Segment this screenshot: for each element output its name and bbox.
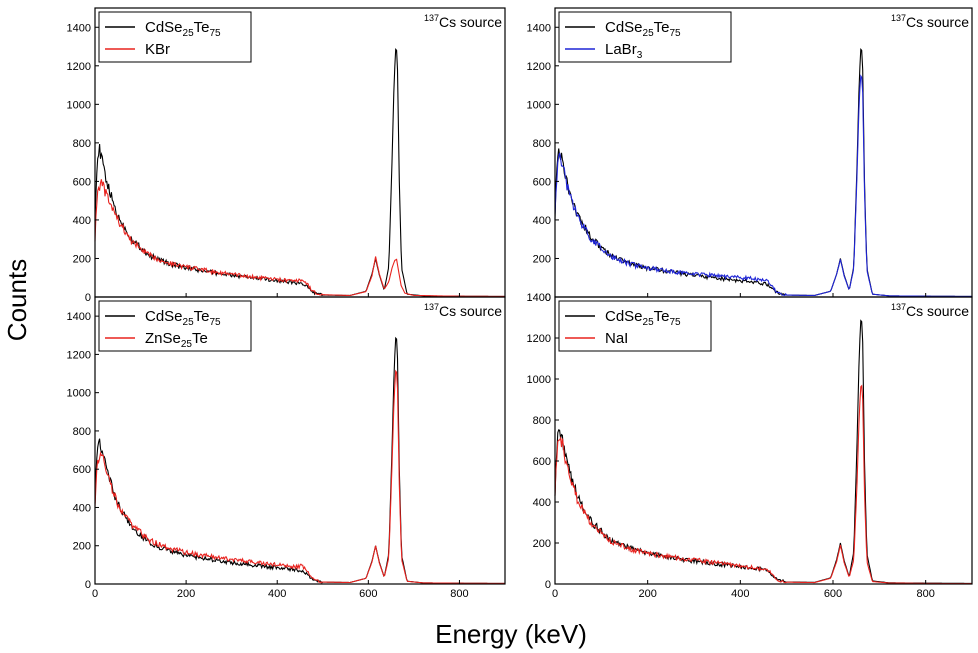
y-tick-label: 1400 (527, 22, 551, 34)
chart-panel-1: 0 200 400 600 800 1000 1200 1400 CdSe25Te75 KBr 13… (67, 7, 506, 304)
y-tick-label: 1400 (527, 292, 551, 304)
series-line-cdse25te75 (94, 336, 505, 584)
y-tick-label: 600 (533, 456, 551, 468)
x-tick-label: 200 (177, 588, 195, 600)
y-tick-label: 1200 (527, 61, 551, 73)
y-tick-label: 0 (85, 579, 91, 591)
y-tick-label: 200 (73, 541, 91, 553)
legend-box (558, 11, 732, 63)
series-line-labr3 (554, 74, 972, 297)
series-line-znse25te (94, 369, 505, 584)
y-tick-label: 800 (533, 138, 551, 150)
y-tick-label: 200 (533, 538, 551, 550)
legend-label: CdSe25Te75 (605, 308, 681, 328)
y-tick-label: 400 (73, 502, 91, 514)
y-tick-label: 400 (533, 215, 551, 227)
legend-label: CdSe25Te75 (145, 19, 221, 39)
y-tick-label: 1000 (527, 374, 551, 386)
x-tick-label: 600 (359, 588, 377, 600)
series-line-nai (554, 384, 972, 585)
legend-box (98, 300, 252, 352)
source-annotation: 137Cs source (891, 13, 969, 30)
source-annotation: 137Cs source (424, 302, 502, 319)
x-tick-label: 400 (268, 588, 286, 600)
y-tick-label: 600 (73, 464, 91, 476)
legend-label: LaBr3 (605, 41, 643, 61)
y-tick-label: 1200 (67, 61, 91, 73)
y-tick-label: 800 (533, 415, 551, 427)
y-tick-label: 0 (545, 579, 551, 591)
y-tick-label: 600 (533, 176, 551, 188)
chart-panel-3: 0 200 400 600 800 1000 1200 1400 0 200 400 600 800 Cd… (67, 296, 506, 600)
plot-frame (94, 296, 506, 585)
panels: 0 200 400 600 800 1000 1200 1400 CdSe25Te75 KBr 13… (67, 7, 973, 600)
legend-label: ZnSe25Te (145, 330, 208, 350)
plot-frame (554, 296, 973, 585)
y-tick-label: 1400 (67, 311, 91, 323)
x-axis-title: Energy (keV) (435, 619, 587, 649)
y-tick-label: 800 (73, 426, 91, 438)
legend-label: KBr (145, 41, 170, 58)
y-tick-label: 1200 (67, 349, 91, 361)
y-tick-label: 1000 (527, 99, 551, 111)
y-tick-label: 1200 (527, 333, 551, 345)
legend-label: CdSe25Te75 (145, 308, 221, 328)
series-line-kbr (94, 179, 505, 297)
y-tick-label: 0 (85, 292, 91, 304)
x-tick-label: 800 (450, 588, 468, 600)
series-line-cdse25te75 (554, 48, 972, 297)
source-annotation: 137Cs source (891, 302, 969, 319)
y-tick-label: 800 (73, 138, 91, 150)
y-axis-title: Counts (2, 259, 32, 341)
x-tick-label: 600 (824, 588, 842, 600)
y-tick-label: 0 (545, 292, 551, 304)
y-tick-label: 400 (533, 497, 551, 509)
legend-box (98, 11, 252, 63)
legend-label: CdSe25Te75 (605, 19, 681, 39)
y-tick-label: 1400 (67, 22, 91, 34)
x-tick-label: 400 (731, 588, 749, 600)
legend-label: NaI (605, 330, 628, 347)
x-tick-label: 800 (916, 588, 934, 600)
chart-panel-2: 0 200 400 600 800 1000 1200 1400 CdSe25Te75LaBr3… (527, 7, 973, 304)
y-tick-label: 1000 (67, 99, 91, 111)
y-tick-label: 600 (73, 176, 91, 188)
y-tick-label: 200 (73, 253, 91, 265)
y-tick-label: 400 (73, 215, 91, 227)
source-annotation: 137Cs source (424, 13, 502, 30)
x-tick-label: 0 (92, 588, 98, 600)
y-tick-label: 200 (533, 253, 551, 265)
y-tick-label: 1000 (67, 388, 91, 400)
x-tick-label: 0 (552, 588, 558, 600)
x-tick-label: 200 (638, 588, 656, 600)
legend-box (558, 300, 712, 352)
